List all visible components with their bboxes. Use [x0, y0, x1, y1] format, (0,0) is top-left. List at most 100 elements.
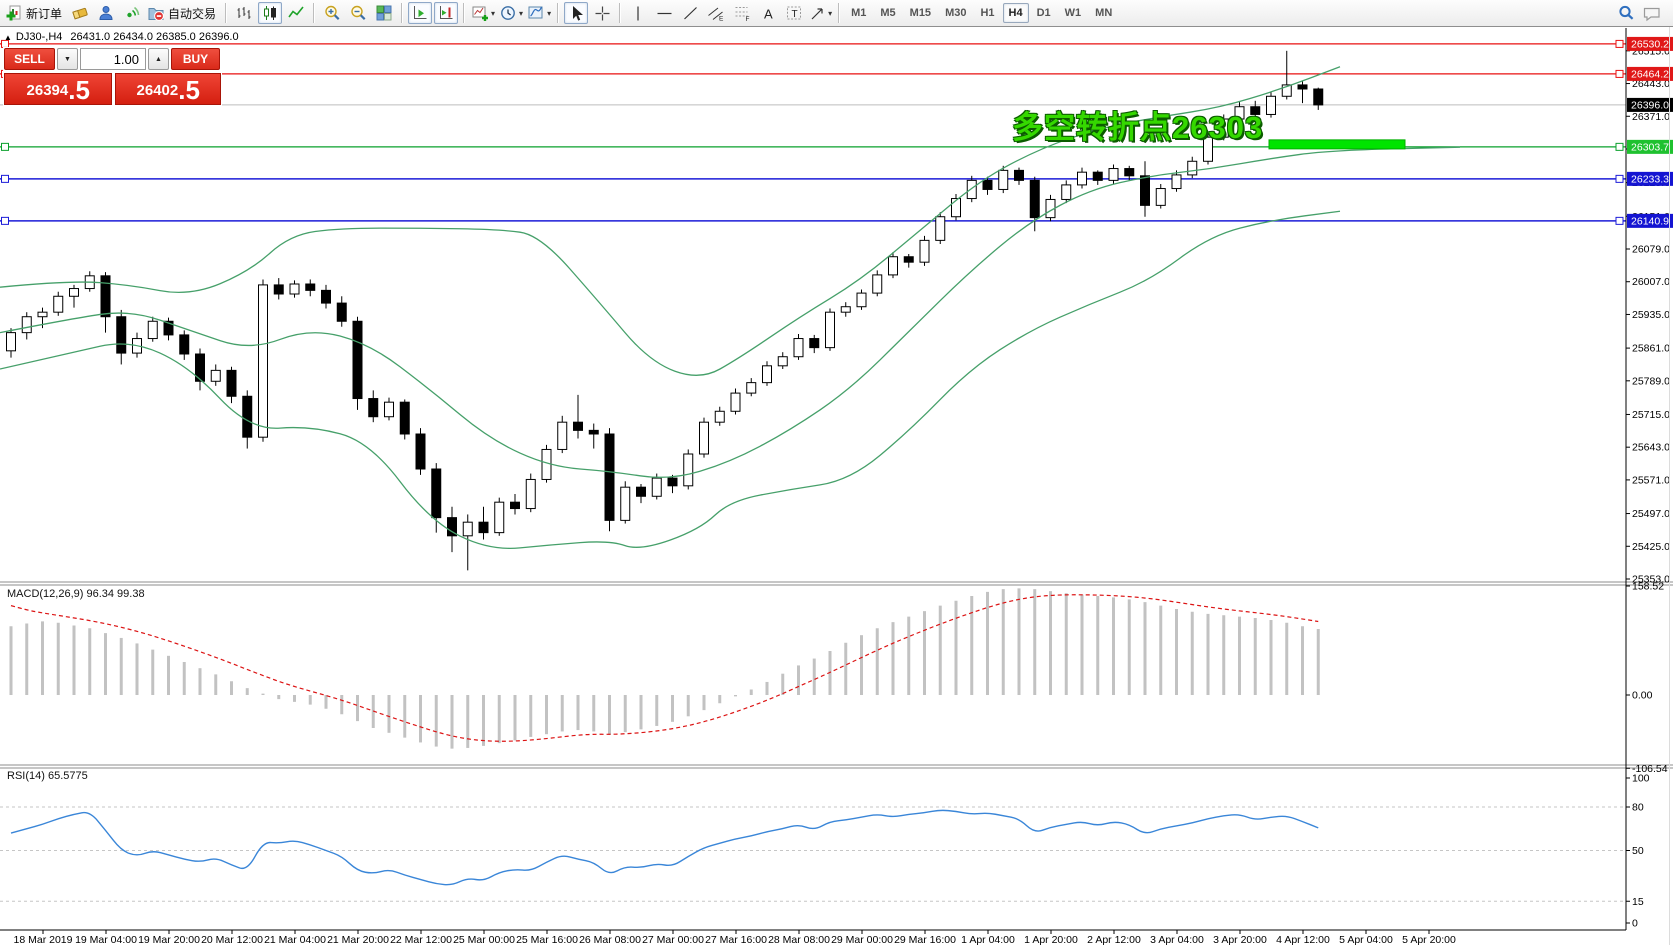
- candlestick-icon: [264, 6, 277, 20]
- timeframe-button-m5[interactable]: M5: [880, 7, 896, 19]
- line-chart-mode-button[interactable]: [284, 2, 308, 24]
- toolbar-separator: [557, 3, 560, 23]
- eraser-icon: [72, 7, 88, 20]
- macd-indicator-label: MACD(12,26,9) 96.34 99.38: [7, 588, 145, 600]
- template-chart-icon: [528, 6, 543, 19]
- volume-increase-button[interactable]: ▲: [148, 48, 169, 70]
- text-letter: A: [764, 6, 773, 21]
- indicators-menu-button[interactable]: ▾: [470, 2, 496, 24]
- equidistant-channel-tool-button[interactable]: E: [704, 2, 728, 24]
- vertical-line-icon: [637, 6, 639, 20]
- time-axis: 18 Mar 2019 19 Mar 04:00 19 Mar 20:00 20 Ma…: [14, 930, 1456, 945]
- search-button[interactable]: [1614, 2, 1638, 24]
- svg-text:100: 100: [1632, 773, 1650, 785]
- time-axis-label: 25 Mar 00:00: [453, 934, 515, 945]
- price-axis: 26515.026443.026371.026299.026225.026151…: [0, 28, 1670, 931]
- channel-icon: E: [708, 7, 724, 23]
- ohlc-values: 26431.0 26434.0 26385.0 26396.0: [70, 31, 239, 43]
- svg-text:0.00: 0.00: [1632, 690, 1653, 702]
- bar-chart-mode-button[interactable]: [232, 2, 256, 24]
- timeframe-button-w1[interactable]: W1: [1064, 7, 1082, 19]
- buy-price-int: 26402: [136, 82, 179, 99]
- styler-button[interactable]: [68, 2, 92, 24]
- crosshair-tool-button[interactable]: [590, 2, 614, 24]
- chevron-down-icon: ▾: [519, 8, 524, 18]
- price-label-support: 26233.3: [1631, 174, 1669, 186]
- fibonacci-tool-button[interactable]: F: [730, 2, 754, 24]
- svg-text:0: 0: [1632, 918, 1638, 930]
- vertical-line-tool-button[interactable]: [626, 2, 650, 24]
- text-label-tool-button[interactable]: T: [782, 2, 806, 24]
- trendline-icon: [683, 6, 697, 19]
- chevron-down-icon: ▾: [491, 8, 496, 18]
- periods-menu-button[interactable]: ▾: [498, 2, 524, 24]
- text-tool-button[interactable]: A: [756, 2, 780, 24]
- time-axis-label: 18 Mar 2019: [14, 934, 73, 945]
- volume-decrease-button[interactable]: ▼: [57, 48, 78, 70]
- person-icon: [99, 6, 113, 20]
- sell-price-display[interactable]: 26394.5: [4, 73, 113, 105]
- shapes-arrow-icon: [811, 7, 823, 19]
- signal-waves-icon: [127, 6, 140, 18]
- chat-button[interactable]: [1640, 2, 1664, 24]
- buy-button[interactable]: BUY: [171, 48, 220, 70]
- time-axis-label: 5 Apr 04:00: [1339, 934, 1393, 945]
- svg-text:26443.0: 26443.0: [1632, 78, 1670, 90]
- accounts-button[interactable]: [94, 2, 118, 24]
- time-axis-label: 22 Mar 12:00: [390, 934, 452, 945]
- pivot-highlight-bar[interactable]: [1268, 139, 1406, 150]
- horizontal-level-lines[interactable]: [0, 43, 1626, 222]
- timeframe-button-mn[interactable]: MN: [1095, 7, 1113, 19]
- horizontal-line-tool-button[interactable]: [652, 2, 676, 24]
- svg-text:25715.0: 25715.0: [1632, 409, 1670, 421]
- svg-text:158.52: 158.52: [1632, 581, 1664, 593]
- new-order-button[interactable]: 新订单: [4, 2, 66, 24]
- svg-text:25861.0: 25861.0: [1632, 343, 1670, 355]
- toolbar-separator: [838, 3, 841, 23]
- candlestick-mode-button[interactable]: [258, 2, 283, 24]
- timeframe-button-d1[interactable]: D1: [1036, 7, 1051, 19]
- timeframe-button-h1[interactable]: H1: [980, 7, 995, 19]
- time-axis-label: 29 Mar 16:00: [894, 934, 956, 945]
- bar-chart-icon: [237, 7, 251, 19]
- volume-input[interactable]: 1.00: [80, 48, 146, 70]
- timeframe-button-m15[interactable]: M15: [909, 7, 932, 19]
- zoom-out-button[interactable]: [346, 2, 370, 24]
- pane-separators[interactable]: [0, 581, 1673, 769]
- signals-button[interactable]: [120, 2, 144, 24]
- pivot-annotation-text[interactable]: 多空转折点26303: [1012, 110, 1264, 145]
- toolbar-separator: [401, 3, 404, 23]
- time-axis-label: 29 Mar 00:00: [831, 934, 893, 945]
- channel-letter: E: [719, 16, 724, 23]
- templates-menu-button[interactable]: ▾: [526, 2, 552, 24]
- timeframe-button-m1[interactable]: M1: [851, 7, 867, 19]
- chart-shift-button[interactable]: [434, 2, 459, 24]
- timeframe-button-m30[interactable]: M30: [945, 7, 967, 19]
- tile-windows-button[interactable]: [372, 2, 396, 24]
- price-label-support: 26140.9: [1631, 216, 1669, 228]
- toolbar-separator: [463, 3, 466, 23]
- tile-windows-icon: [376, 5, 392, 21]
- auto-scroll-button[interactable]: [408, 2, 433, 24]
- shapes-menu-button[interactable]: ▾: [808, 2, 833, 24]
- sell-button[interactable]: SELL: [4, 48, 55, 70]
- expand-triangle-icon[interactable]: ▲: [4, 33, 12, 42]
- cursor-tool-button[interactable]: [564, 2, 589, 24]
- timeframe-button-h4[interactable]: H4: [1002, 3, 1029, 23]
- autotrading-button[interactable]: 自动交易: [146, 2, 220, 24]
- time-axis-label: 1 Apr 20:00: [1024, 934, 1078, 945]
- svg-text:25935.0: 25935.0: [1632, 309, 1670, 321]
- chevron-down-icon: ▾: [828, 8, 833, 18]
- buy-price-display[interactable]: 26402.5: [115, 73, 221, 105]
- time-axis-label: 1 Apr 04:00: [961, 934, 1015, 945]
- trendline-tool-button[interactable]: [678, 2, 702, 24]
- cursor-arrow-icon: [573, 5, 584, 21]
- zoom-in-button[interactable]: [320, 2, 344, 24]
- new-order-icon: [6, 5, 21, 21]
- time-axis-label: 3 Apr 20:00: [1213, 934, 1267, 945]
- svg-text:25571.0: 25571.0: [1632, 474, 1670, 486]
- one-click-trading-panel: SELL ▼ 1.00 ▲ BUY 26394.5 26402.5: [3, 47, 222, 106]
- symbol-period-label: DJ30-,H4: [15, 31, 63, 43]
